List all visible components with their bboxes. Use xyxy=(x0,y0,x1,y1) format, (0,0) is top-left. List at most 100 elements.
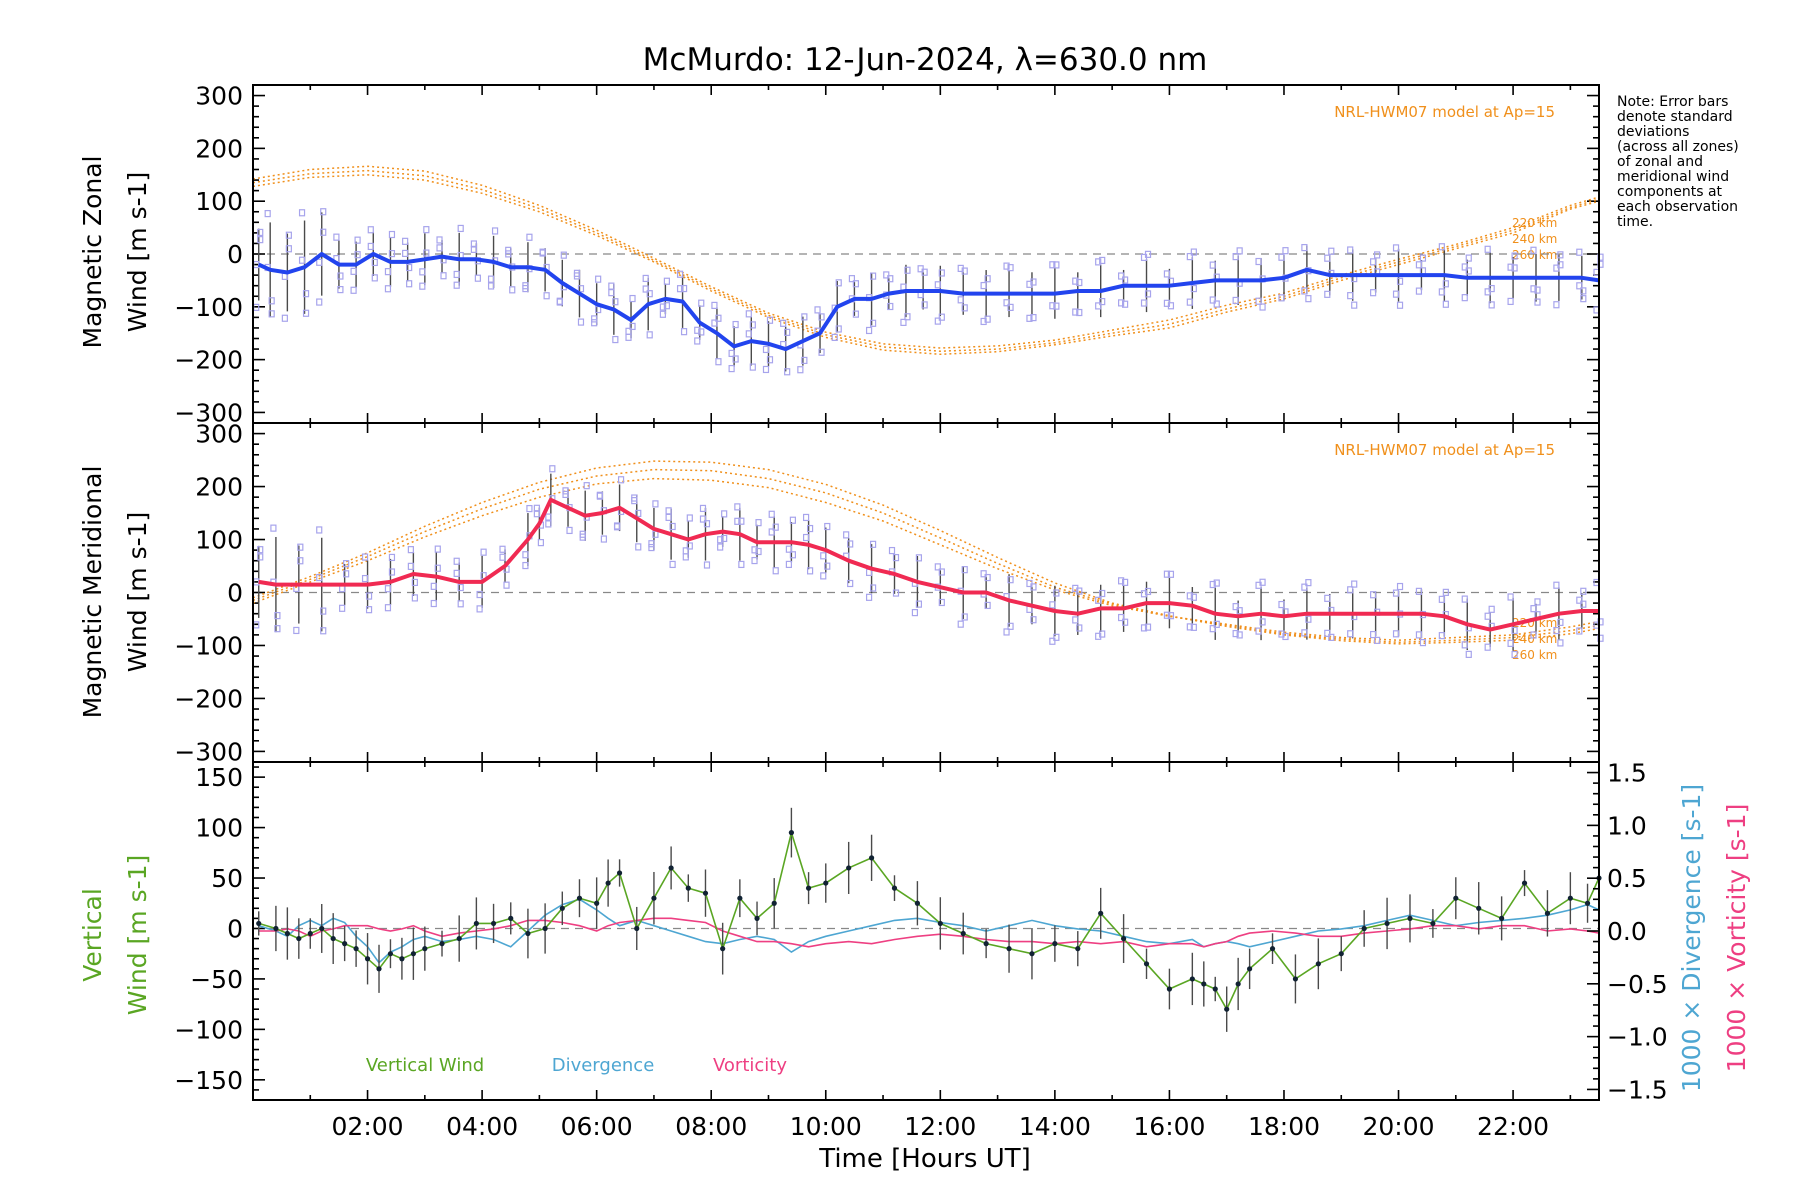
meridional-zone-marker xyxy=(1461,641,1468,649)
vertical-wind-point xyxy=(1212,986,1218,992)
zonal-zone-marker xyxy=(900,318,907,326)
zonal-ylabel-2: Wind [m s-1] xyxy=(123,172,152,333)
vertical-wind-point xyxy=(1476,905,1482,911)
note-line: of zonal and xyxy=(1617,154,1703,170)
vertical-wind-point xyxy=(1384,920,1390,927)
meridional-zone-marker xyxy=(843,531,850,539)
zonal-zone-marker xyxy=(663,277,670,285)
vertical-panel xyxy=(252,761,1602,1101)
zonal-zone-marker xyxy=(487,275,495,283)
vertical-wind-point xyxy=(754,915,760,921)
zonal-zone-marker xyxy=(1007,303,1014,311)
meridional-zone-marker xyxy=(1488,605,1495,613)
vertical-wind-point xyxy=(685,885,691,891)
zonal-zone-marker xyxy=(680,284,688,293)
zonal-zone-marker xyxy=(402,249,409,258)
zonal-zone-marker xyxy=(835,325,842,333)
meridional-zone-marker xyxy=(911,608,919,617)
zonal-zone-marker xyxy=(1095,258,1102,266)
zonal-zone-marker xyxy=(384,268,392,276)
zonal-zone-marker xyxy=(560,251,567,259)
x-tick-label: 20:00 xyxy=(1363,1112,1435,1141)
zonal-zone-marker xyxy=(608,289,615,297)
meridional-zone-marker xyxy=(669,522,676,531)
zonal-zone-marker xyxy=(784,368,791,376)
zonal-zone-marker xyxy=(883,271,890,279)
zonal-zone-marker xyxy=(320,228,327,236)
meridional-zone-marker xyxy=(537,539,544,547)
zonal-zone-marker xyxy=(257,228,264,237)
meridional-zone-marker xyxy=(957,620,964,628)
vertical-wind-point xyxy=(1121,935,1127,942)
vertical-wind-point xyxy=(490,920,497,927)
zonal-zone-marker xyxy=(984,275,991,283)
meridional-zone-marker xyxy=(1007,622,1014,630)
meridional-zone-marker xyxy=(1167,570,1175,578)
meridional-zone-marker xyxy=(703,561,711,569)
meridional-zone-marker xyxy=(1232,603,1239,611)
vertical-wind-point xyxy=(1361,925,1367,932)
zonal-zone-marker xyxy=(522,284,529,293)
zonal-zone-marker xyxy=(1576,282,1583,290)
meridional-zone-marker xyxy=(1163,611,1171,619)
meridional-zone-marker xyxy=(1442,588,1449,596)
meridional-zone-marker xyxy=(457,600,464,608)
y2-tick-label: 0.0 xyxy=(1607,917,1647,946)
meridional-zone-marker xyxy=(869,584,877,592)
zonal-zone-marker xyxy=(1278,253,1285,261)
meridional-zone-marker xyxy=(717,543,724,551)
meridional-zone-marker xyxy=(270,524,277,532)
zonal-zone-marker xyxy=(577,318,585,326)
meridional-zone-marker xyxy=(717,536,724,544)
meridional-zone-marker xyxy=(320,607,327,615)
zonal-zone-marker xyxy=(316,298,323,306)
vertical-wind-point xyxy=(823,880,829,886)
meridional-zone-marker xyxy=(699,504,707,513)
zonal-zone-marker xyxy=(745,330,752,338)
zonal-zone-marker xyxy=(1026,280,1033,288)
zonal-zone-marker xyxy=(539,248,546,256)
zonal-zone-marker xyxy=(1026,314,1033,322)
zonal-zone-marker xyxy=(1534,298,1541,306)
meridional-zone-marker xyxy=(721,510,728,518)
zonal-zone-marker xyxy=(728,364,735,373)
meridional-zone-marker xyxy=(1461,595,1468,603)
zonal-zone-marker xyxy=(1507,263,1514,271)
meridional-zone-marker xyxy=(316,573,323,582)
x-tick-label: 06:00 xyxy=(561,1112,633,1141)
x-tick-label: 08:00 xyxy=(675,1112,747,1141)
vertical-wind-point xyxy=(868,855,875,861)
legend-vertical-wind: Vertical Wind xyxy=(366,1055,484,1076)
meridional-zone-marker xyxy=(652,500,659,508)
meridional-zone-marker xyxy=(820,552,827,560)
vertical-wind-point xyxy=(256,920,262,927)
vertical-wind-point xyxy=(1521,880,1528,886)
meridional-zone-marker xyxy=(1186,592,1193,600)
meridional-zone-marker xyxy=(635,509,642,518)
meridional-zone-marker xyxy=(365,592,373,600)
meridional-wind-line xyxy=(258,497,1599,632)
meridional-zone-marker xyxy=(648,540,655,548)
zonal-zone-marker xyxy=(1461,263,1468,271)
meridional-zone-marker xyxy=(751,546,758,554)
zonal-zone-marker xyxy=(371,258,378,267)
zonal-zone-marker xyxy=(1049,302,1056,310)
zonal-zone-marker xyxy=(440,272,447,280)
zonal-zone-marker xyxy=(1209,296,1216,304)
meridional-zone-marker xyxy=(434,564,441,572)
meridional-zone-marker xyxy=(583,482,590,490)
meridional-zone-marker xyxy=(1190,623,1197,631)
vertical-wind-point xyxy=(1224,1006,1230,1012)
zonal-zone-marker xyxy=(1392,244,1400,252)
meridional-zone-marker xyxy=(566,526,573,535)
vertical-wind-point xyxy=(1247,966,1253,972)
meridional-zone-marker xyxy=(1003,628,1010,636)
vertical-y-tick-label: 50 xyxy=(211,864,243,893)
zonal-zone-marker xyxy=(728,349,735,358)
zonal-zone-marker xyxy=(1232,296,1239,305)
zonal-zone-marker xyxy=(333,233,340,241)
vertical-y-tick-label: −150 xyxy=(174,1066,243,1095)
meridional-zone-marker xyxy=(476,590,483,599)
zonal-zone-marker xyxy=(1465,267,1472,275)
